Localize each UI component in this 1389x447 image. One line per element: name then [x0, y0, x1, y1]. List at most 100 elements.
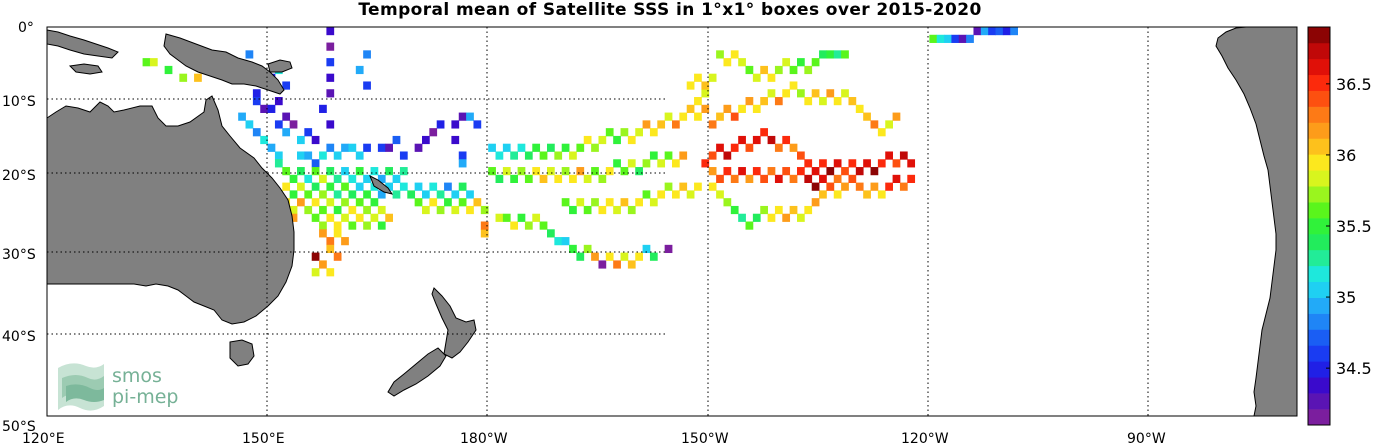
lat-labels: 0° 10°S 20°S 30°S 40°S 50°S — [2, 20, 36, 435]
sss-cell — [966, 34, 974, 43]
sss-cell — [355, 167, 364, 176]
sss-cell — [635, 252, 643, 261]
sss-cell — [605, 128, 614, 137]
sss-cell — [958, 34, 967, 43]
sss-cell — [561, 237, 570, 246]
land-new-britain — [267, 59, 293, 73]
sss-cell — [466, 205, 474, 215]
sss-cell — [194, 73, 202, 82]
lon-label-90w: 90°W — [1127, 431, 1166, 447]
sss-cell — [495, 213, 504, 222]
sss-cell — [502, 167, 511, 176]
sss-cell — [738, 213, 746, 222]
sss-cell — [326, 58, 335, 67]
sss-cell — [819, 97, 827, 106]
map-title: Temporal mean of Satellite SSS in 1°x1° … — [358, 0, 982, 20]
sss-cell — [774, 65, 783, 75]
sss-cell — [517, 213, 526, 222]
sss-cell — [554, 151, 563, 160]
sss-cell — [885, 120, 893, 129]
sss-cell — [708, 151, 717, 160]
sss-cell — [797, 58, 805, 67]
sss-cell — [738, 135, 746, 145]
sss-cell — [789, 143, 798, 152]
sss-cell — [414, 198, 423, 207]
sss-cell — [679, 182, 688, 191]
sss-cell — [885, 151, 893, 160]
sss-cell — [745, 174, 754, 183]
sss-cell — [164, 65, 173, 75]
sss-cell — [341, 237, 349, 246]
sss-cell — [480, 205, 489, 215]
sss-cell — [319, 260, 327, 269]
sss-cell — [289, 174, 298, 183]
sss-cell — [252, 97, 261, 106]
sss-cell — [297, 151, 305, 160]
sss-cell — [723, 167, 732, 176]
sss-cell — [363, 50, 371, 59]
sss-cell — [767, 167, 776, 176]
sss-cell — [973, 27, 982, 36]
sss-cell — [745, 143, 754, 152]
sss-cell — [826, 89, 835, 98]
colorbar-swatch — [1308, 361, 1330, 378]
sss-cell — [774, 143, 783, 152]
sss-cell — [716, 50, 724, 59]
sss-cell — [686, 190, 695, 199]
sss-cell — [657, 190, 666, 199]
sss-cell — [708, 120, 717, 129]
sss-cell — [627, 159, 636, 168]
sss-cell — [436, 205, 445, 215]
lon-label-150e: 150°E — [242, 431, 285, 447]
sss-cell — [627, 260, 636, 269]
colorbar-swatch — [1308, 138, 1330, 155]
sss-cell — [260, 135, 268, 145]
sss-cell — [260, 104, 268, 113]
sss-cell — [701, 81, 710, 90]
sss-cell — [517, 143, 526, 152]
sss-cell — [326, 213, 335, 222]
sss-cell — [502, 213, 511, 222]
sss-cell — [819, 159, 827, 168]
sss-cell — [804, 97, 813, 106]
sss-cell — [591, 143, 599, 152]
sss-cell — [385, 182, 393, 191]
sss-cell — [605, 167, 614, 176]
sss-cell — [377, 221, 386, 230]
sss-cell — [355, 213, 364, 222]
sss-cell — [995, 27, 1004, 36]
sss-cell — [392, 135, 401, 145]
sss-cell — [620, 252, 629, 261]
sss-cell — [745, 97, 754, 106]
map-area — [46, 26, 1298, 417]
sss-cell — [363, 143, 371, 152]
sss-cell — [245, 50, 254, 59]
colorbar-ticks: 34.5 35 35.5 36 36.5 — [1326, 75, 1372, 378]
sss-cell — [782, 58, 791, 67]
sss-cell — [826, 167, 835, 176]
sss-cell — [848, 159, 857, 168]
sss-cell — [848, 97, 857, 106]
sss-cell — [679, 112, 688, 121]
sss-cell — [826, 182, 835, 191]
sss-cell — [1010, 27, 1018, 36]
sss-cell — [649, 128, 658, 137]
sss-cell — [738, 58, 746, 67]
sss-cell — [319, 229, 327, 238]
sss-cell — [539, 151, 548, 160]
sss-cell — [348, 143, 357, 152]
sss-cell — [620, 198, 629, 207]
sss-cell — [267, 104, 276, 113]
sss-cell — [863, 112, 871, 121]
sss-cell — [811, 167, 820, 176]
colorbar-swatch — [1308, 106, 1330, 123]
sss-cell — [569, 174, 577, 183]
colorbar-swatch — [1308, 170, 1330, 187]
sss-cell — [833, 174, 842, 183]
sss-cell — [326, 73, 335, 82]
sss-cell — [694, 73, 702, 82]
sss-cell — [333, 252, 342, 261]
sss-cell — [730, 205, 739, 215]
sss-cell — [326, 237, 335, 246]
